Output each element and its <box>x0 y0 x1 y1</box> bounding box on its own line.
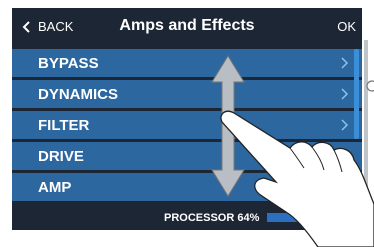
page: BACK Amps and Effects OK BYPASS DYNAMICS… <box>0 0 374 247</box>
gesture-illustration <box>0 0 374 247</box>
